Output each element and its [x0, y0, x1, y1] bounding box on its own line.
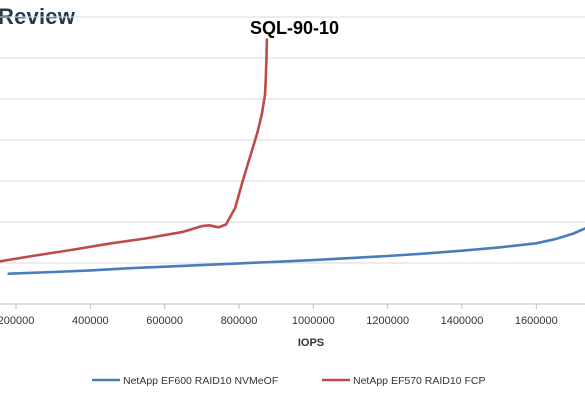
legend: NetApp EF600 RAID10 NVMeOF NetApp EF570 R… [92, 375, 485, 387]
legend-label-1: NetApp EF600 RAID10 NVMeOF [123, 375, 278, 387]
legend-label-2: NetApp EF570 RAID10 FCP [353, 375, 485, 387]
gridlines [0, 16, 585, 264]
x-tick-label: 400000 [72, 315, 109, 327]
series-line-2 [0, 38, 269, 263]
x-axis-label: IOPS [298, 337, 324, 349]
x-tick-label: 800000 [221, 315, 258, 327]
x-tick-label: 1200000 [366, 315, 409, 327]
series-lines [0, 38, 585, 276]
x-tick-label: 1400000 [441, 315, 484, 327]
series-line-1 [7, 227, 585, 276]
x-tick-labels: 200000 400000 600000 800000 1000000 1200000 14… [0, 304, 558, 327]
x-tick-label: 200000 [0, 315, 34, 327]
chart-title: SQL-90-10 [0, 18, 585, 39]
x-tick-label: 600000 [146, 315, 183, 327]
chart-title-text: SQL-90-10 [249, 18, 340, 38]
x-tick-label: 1600000 [515, 315, 558, 327]
x-tick-label: 1000000 [292, 315, 335, 327]
